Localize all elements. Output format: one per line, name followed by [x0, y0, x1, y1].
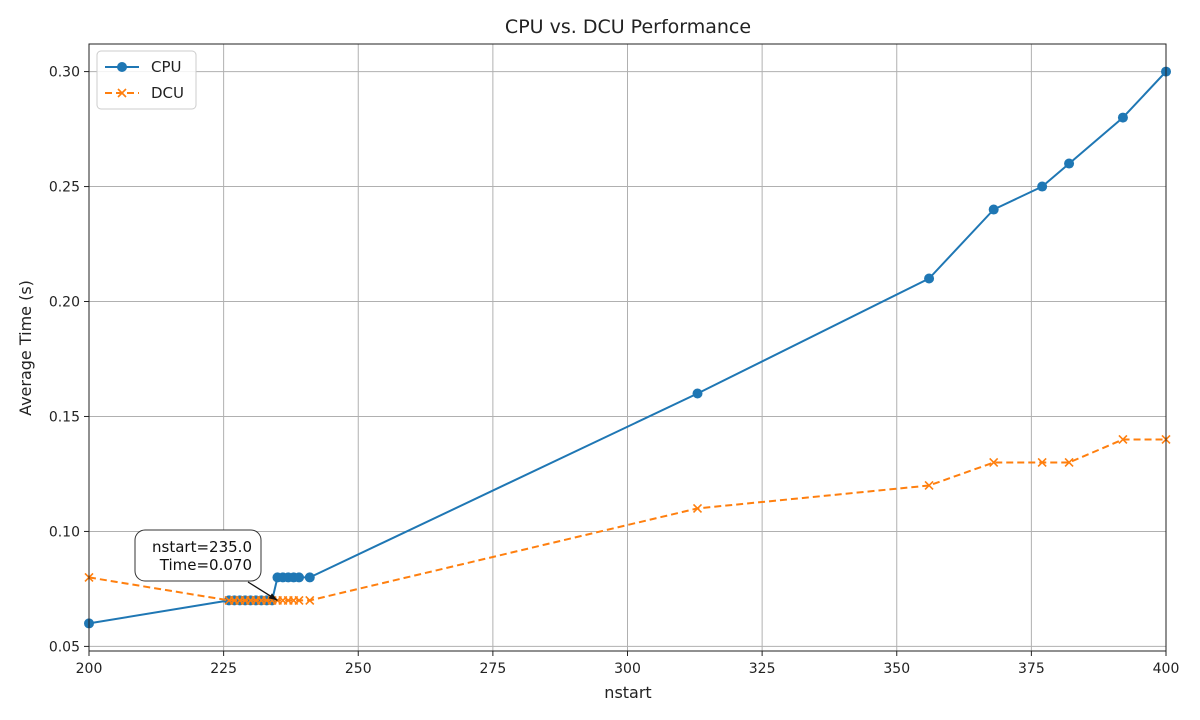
cpu-point — [294, 572, 305, 583]
dcu-line — [88, 438, 1166, 602]
series-dcu — [84, 434, 1171, 605]
x-tick-label: 325 — [749, 661, 776, 677]
plot-series — [84, 66, 1171, 629]
legend: CPU DCU — [96, 50, 197, 110]
y-axis-label: Average Time (s) — [16, 280, 35, 416]
y-tick-label: 0.10 — [49, 524, 80, 540]
y-tick-label: 0.25 — [49, 180, 80, 196]
cpu-point — [1037, 181, 1048, 192]
x-tick-label: 350 — [883, 661, 910, 677]
x-tick-label: 275 — [480, 661, 507, 677]
y-tick-label: 0.30 — [49, 65, 80, 81]
chart-title: CPU vs. DCU Performance — [505, 16, 751, 38]
dcu-point — [924, 480, 934, 491]
dcu-point — [305, 595, 315, 605]
cpu-point — [304, 572, 315, 583]
y-tick-label: 0.15 — [49, 409, 80, 425]
dcu-point — [1064, 457, 1074, 468]
dcu-point — [1118, 434, 1128, 445]
cpu-point — [1064, 158, 1075, 169]
cpu-point — [692, 388, 703, 399]
legend-marker-cpu — [117, 62, 127, 72]
legend-label-cpu: CPU — [151, 58, 182, 76]
dcu-point — [294, 595, 304, 605]
cpu-point — [1117, 112, 1128, 123]
dcu-point — [692, 503, 703, 514]
cpu-point — [924, 273, 935, 284]
annotation-arrowhead — [268, 593, 278, 601]
x-axis-label: nstart — [604, 683, 651, 702]
x-tick-label: 375 — [1018, 661, 1045, 677]
dcu-point — [1037, 457, 1047, 468]
axis-ticks: 200 225 250 275 300 325 350 375 400 0.05 0.10 0.15 0… — [49, 65, 1180, 677]
x-tick-label: 300 — [614, 661, 641, 677]
annotation-line1: nstart=235.0 — [152, 538, 252, 556]
y-tick-label: 0.20 — [49, 295, 80, 311]
x-tick-label: 250 — [345, 661, 372, 677]
x-tick-label: 400 — [1153, 661, 1180, 677]
x-tick-label: 225 — [210, 661, 237, 677]
x-tick-label: 200 — [76, 661, 103, 677]
annotation-line2: Time=0.070 — [159, 556, 252, 574]
cpu-point — [988, 204, 999, 215]
dcu-point — [989, 457, 999, 468]
y-tick-label: 0.05 — [49, 639, 80, 655]
legend-label-dcu: DCU — [151, 84, 184, 102]
annotation-box — [134, 529, 262, 582]
legend-marker-dcu — [117, 88, 127, 98]
